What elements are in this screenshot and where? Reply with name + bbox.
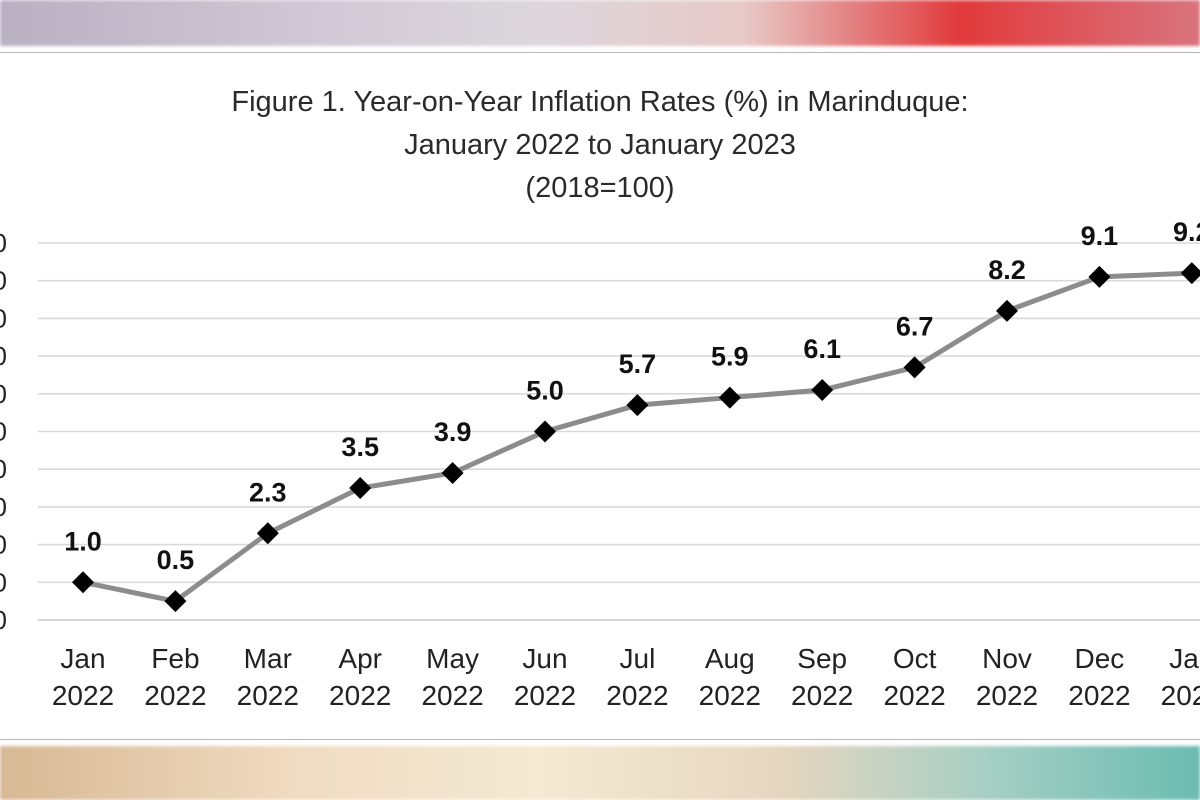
x-tick-label-year: 2022 (699, 680, 761, 711)
y-tick-label: 6.0 (0, 379, 7, 409)
data-label: 8.2 (988, 255, 1026, 285)
x-tick-label-month: Apr (338, 643, 382, 674)
data-label: 3.5 (341, 432, 379, 462)
background-band-top (0, 0, 1200, 46)
x-tick-label-year: 2022 (52, 680, 114, 711)
data-point-marker (349, 477, 372, 500)
y-tick-label: 4.0 (0, 454, 7, 484)
y-tick-label: 2.0 (0, 530, 7, 560)
x-tick-label-month: Dec (1075, 643, 1125, 674)
data-label: 6.7 (896, 311, 934, 341)
data-label: 5.0 (526, 376, 564, 406)
y-tick-label: 3.0 (0, 492, 7, 522)
x-tick-label-month: Jan (60, 643, 105, 674)
data-label: 9.1 (1081, 221, 1119, 251)
x-tick-label-month: Nov (982, 643, 1032, 674)
chart-base-note: (2018=100) (525, 172, 675, 204)
series-line (82, 270, 1192, 604)
data-point-marker (811, 379, 834, 402)
x-tick-label-year: 2022 (976, 680, 1038, 711)
data-label: 5.9 (711, 342, 749, 372)
x-tick-label-month: Jun (522, 643, 567, 674)
data-point-marker (718, 386, 741, 409)
x-tick-label-year: 2022 (883, 680, 945, 711)
background-band-bottom (0, 746, 1200, 800)
data-point-marker (164, 590, 187, 613)
chart-panel: Figure 1. Year-on-Year Inflation Rates (… (0, 52, 1200, 740)
data-label: 1.0 (64, 526, 102, 556)
data-point-marker (996, 299, 1018, 322)
x-tick-label-year: 2022 (237, 680, 299, 711)
chart-title: Figure 1. Year-on-Year Inflation Rates (… (231, 86, 969, 118)
data-point-marker (441, 461, 464, 484)
data-point-marker (534, 420, 556, 443)
data-label: 0.5 (157, 545, 195, 575)
data-label: 5.7 (619, 349, 657, 379)
x-tick-label-month: Sep (797, 643, 847, 674)
x-tick-label-year: 2022 (1068, 680, 1130, 711)
x-tick-label-month: Jul (620, 643, 656, 674)
y-tick-label: 7.0 (0, 341, 7, 371)
data-point-marker (903, 356, 926, 379)
x-tick-label-month: Oct (893, 643, 937, 674)
data-point-marker (1088, 265, 1111, 288)
data-point-marker (1180, 262, 1200, 285)
x-tick-label-year: 2023 (1161, 680, 1200, 711)
x-tick-label-year: 2022 (606, 680, 668, 711)
y-tick-label: 1.0 (0, 567, 7, 597)
x-tick-label-year: 2022 (514, 680, 576, 711)
data-point-marker (72, 571, 94, 594)
x-tick-label-month: May (426, 643, 479, 674)
y-tick-label: 10.0 (0, 228, 7, 258)
data-label: 2.3 (249, 477, 287, 507)
x-tick-label-month: Feb (151, 643, 199, 674)
y-tick-label: 8.0 (0, 303, 7, 333)
x-tick-label-month: Jan (1169, 643, 1200, 674)
x-tick-label-month: Mar (244, 643, 292, 674)
y-tick-label: 5.0 (0, 417, 7, 447)
data-label: 9.2 (1173, 217, 1200, 247)
data-label: 6.1 (803, 334, 841, 364)
data-point-marker (256, 522, 279, 545)
data-label: 3.9 (434, 417, 472, 447)
x-tick-label-year: 2022 (144, 680, 206, 711)
x-tick-label-month: Aug (705, 643, 755, 674)
y-tick-label: 9.0 (0, 266, 7, 296)
data-point-marker (626, 394, 649, 417)
x-tick-label-year: 2022 (329, 680, 391, 711)
x-tick-label-year: 2022 (791, 680, 853, 711)
chart-subtitle: January 2022 to January 2023 (404, 129, 796, 161)
x-tick-label-year: 2022 (421, 680, 483, 711)
y-tick-label: 0.0 (0, 605, 7, 635)
